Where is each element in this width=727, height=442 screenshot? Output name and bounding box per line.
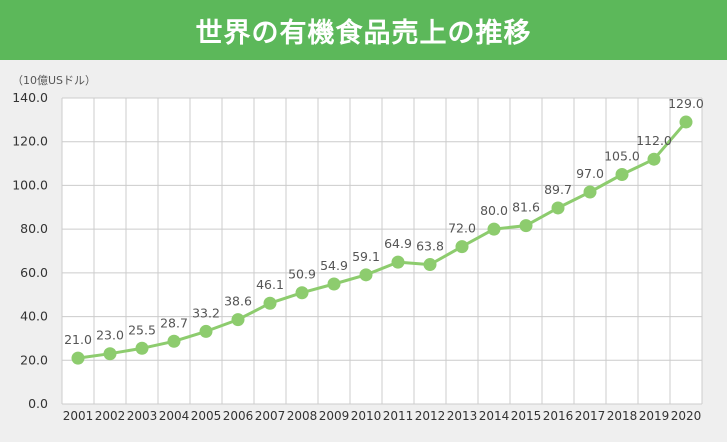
y-tick-label: 40.0 — [20, 309, 48, 324]
data-points — [71, 115, 693, 365]
chart-title: 世界の有機食品売上の推移 — [195, 17, 532, 49]
data-point — [295, 286, 309, 300]
data-label: 50.9 — [288, 267, 316, 282]
x-tick-label: 2012 — [415, 409, 446, 423]
data-label: 33.2 — [192, 305, 220, 320]
x-axis: 2001 2002 2003 2004 2005 2006 2007 2008 2009 2010… — [63, 409, 702, 423]
data-point — [519, 219, 533, 233]
y-tick-label: 0.0 — [28, 396, 48, 411]
x-tick-label: 2001 — [63, 409, 94, 423]
data-label: 25.5 — [128, 322, 156, 337]
y-tick-label: 120.0 — [12, 134, 48, 149]
data-point — [487, 222, 501, 236]
y-tick-label: 20.0 — [20, 352, 48, 367]
x-tick-label: 2007 — [255, 409, 286, 423]
data-point — [199, 324, 213, 338]
x-tick-label: 2003 — [127, 409, 158, 423]
x-tick-label: 2015 — [511, 409, 542, 423]
data-point — [71, 351, 85, 365]
data-point — [583, 185, 597, 199]
data-label: 21.0 — [64, 332, 92, 347]
x-tick-label: 2016 — [543, 409, 574, 423]
data-label: 105.0 — [604, 149, 640, 164]
data-label: 81.6 — [512, 200, 540, 215]
x-tick-label: 2011 — [383, 409, 414, 423]
data-label: 112.0 — [636, 133, 672, 148]
data-label: 80.0 — [480, 203, 508, 218]
data-label: 97.0 — [576, 166, 604, 181]
x-tick-label: 2017 — [575, 409, 606, 423]
x-tick-label: 2010 — [351, 409, 382, 423]
data-label: 64.9 — [384, 236, 412, 251]
x-tick-label: 2005 — [191, 409, 222, 423]
data-point — [423, 258, 437, 272]
y-tick-label: 60.0 — [20, 265, 48, 280]
data-label: 54.9 — [320, 258, 348, 273]
data-point — [455, 240, 469, 254]
data-point — [263, 296, 277, 310]
x-tick-label: 2013 — [447, 409, 478, 423]
x-tick-label: 2018 — [607, 409, 638, 423]
data-point — [679, 115, 693, 129]
y-tick-label: 80.0 — [20, 221, 48, 236]
data-labels: 21.0 23.0 25.5 28.7 33.2 38.6 46.1 50.9 54.9 59.1… — [64, 96, 704, 347]
data-point — [551, 201, 565, 215]
title-banner: 世界の有機食品売上の推移 — [0, 0, 727, 60]
data-label: 59.1 — [352, 249, 380, 264]
data-label: 28.7 — [160, 315, 188, 330]
data-point — [167, 334, 181, 348]
data-point — [135, 341, 149, 355]
data-label: 129.0 — [668, 96, 704, 111]
y-tick-label: 140.0 — [12, 90, 48, 105]
x-tick-label: 2019 — [639, 409, 670, 423]
x-tick-label: 2006 — [223, 409, 254, 423]
data-label: 63.8 — [416, 239, 444, 254]
data-point — [327, 277, 341, 291]
x-tick-label: 2004 — [159, 409, 190, 423]
data-label: 38.6 — [224, 294, 252, 309]
data-point — [359, 268, 373, 282]
x-tick-label: 2020 — [671, 409, 702, 423]
data-point — [231, 313, 245, 327]
data-point — [615, 168, 629, 181]
data-label: 89.7 — [544, 182, 572, 197]
data-point — [647, 152, 661, 166]
data-label: 23.0 — [96, 328, 124, 343]
y-axis-unit-label: （10億USドル） — [12, 74, 97, 87]
x-tick-label: 2002 — [95, 409, 126, 423]
x-tick-label: 2008 — [287, 409, 318, 423]
data-point — [103, 347, 117, 361]
data-point — [391, 255, 405, 269]
x-tick-label: 2014 — [479, 409, 510, 423]
x-tick-label: 2009 — [319, 409, 350, 423]
grid-lines — [61, 97, 703, 405]
y-tick-label: 100.0 — [12, 177, 48, 192]
y-axis: 0.0 20.0 40.0 60.0 80.0 100.0 120.0 140.0 — [12, 90, 48, 411]
data-label: 72.0 — [448, 221, 476, 236]
data-label: 46.1 — [256, 277, 284, 292]
